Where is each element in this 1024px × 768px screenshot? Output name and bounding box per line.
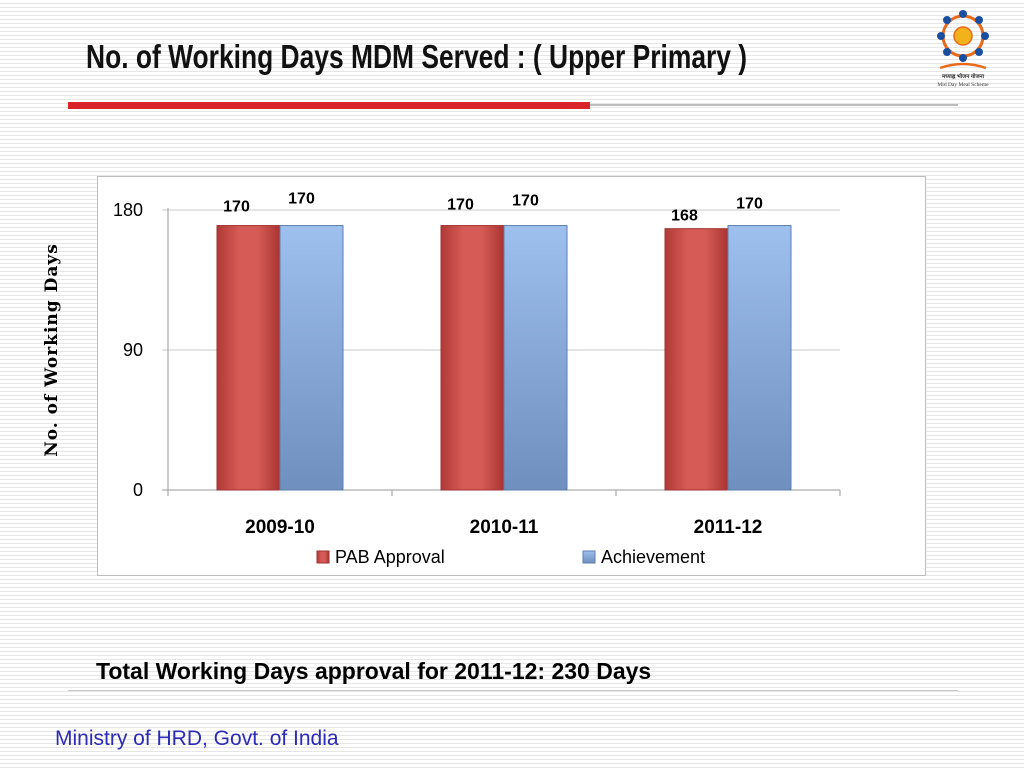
legend-swatch bbox=[582, 550, 596, 564]
data-label: 170 bbox=[512, 193, 539, 210]
logo-text-english: Mid Day Meal Scheme bbox=[937, 82, 989, 88]
legend-swatch bbox=[316, 550, 330, 564]
mid-day-meal-logo: मध्याह्न भोजन योजना Mid Day Meal Scheme bbox=[937, 10, 989, 88]
slide-title: No. of Working Days MDM Served : ( Upper… bbox=[86, 38, 748, 75]
logo-people-ring bbox=[937, 10, 989, 62]
approval-note: Total Working Days approval for 2011-12:… bbox=[96, 658, 652, 684]
x-category-label: 2011-12 bbox=[694, 517, 763, 538]
bar-pab-approval bbox=[216, 225, 281, 491]
footer-rule bbox=[68, 690, 958, 691]
data-label: 170 bbox=[223, 199, 250, 216]
y-tick-label: 180 bbox=[113, 200, 143, 220]
y-tick-label: 0 bbox=[133, 480, 143, 500]
y-tick-label: 90 bbox=[123, 340, 143, 360]
title-accent-rule bbox=[68, 102, 590, 109]
bar-pab-approval bbox=[664, 228, 729, 491]
legend-label: Achievement bbox=[601, 547, 705, 567]
data-label: 168 bbox=[671, 208, 698, 225]
logo-book-arc bbox=[939, 62, 987, 70]
data-label: 170 bbox=[736, 196, 763, 213]
bar-achievement bbox=[727, 225, 792, 491]
x-category-label: 2010-11 bbox=[470, 517, 539, 538]
bar-pab-approval bbox=[440, 225, 505, 491]
data-label: 170 bbox=[288, 191, 315, 208]
footer-credit: Ministry of HRD, Govt. of India bbox=[55, 727, 339, 750]
title-grey-rule bbox=[590, 104, 958, 106]
bar-achievement bbox=[279, 225, 344, 491]
legend-label: PAB Approval bbox=[335, 547, 445, 567]
data-label: 170 bbox=[447, 197, 474, 214]
bar-achievement bbox=[503, 225, 568, 491]
logo-text-hindi: मध्याह्न भोजन योजना bbox=[941, 72, 985, 80]
x-category-label: 2009-10 bbox=[245, 517, 315, 538]
